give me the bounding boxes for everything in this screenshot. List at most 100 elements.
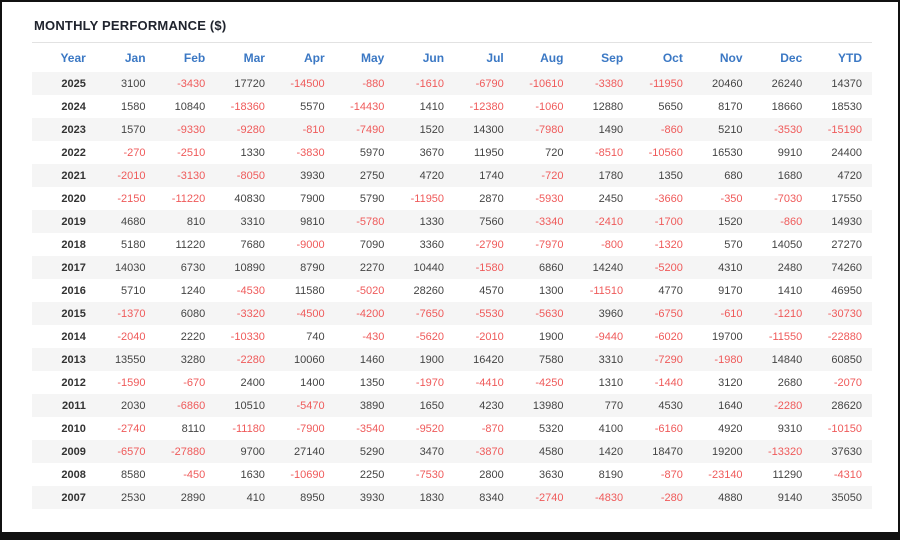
year-cell: 2008 (61, 469, 86, 481)
value-cell: 7580 (538, 354, 564, 366)
header-row: Year Jan Feb Mar Apr May Jun Jul Aug Sep Oct Nov Dec… (32, 44, 872, 72)
ytd-cell: -4310 (833, 469, 862, 481)
value-cell: 11580 (294, 285, 325, 297)
value-cell: -870 (481, 423, 504, 435)
value-cell: -5530 (475, 308, 504, 320)
value-cell: 16420 (473, 354, 504, 366)
value-cell: 680 (724, 170, 743, 182)
table-row: 2014 -2040 2220 -10330 740 -430 -5620 -2010 1900… (32, 325, 872, 348)
value-cell: 1830 (419, 492, 445, 504)
year-cell: 2009 (61, 446, 86, 458)
value-cell: 2870 (479, 193, 504, 205)
value-cell: -1370 (117, 308, 146, 320)
value-cell: 14300 (473, 124, 504, 136)
value-cell: 27140 (294, 446, 325, 458)
year-cell: 2016 (61, 285, 86, 297)
value-cell: 4570 (479, 285, 504, 297)
value-cell: -2410 (595, 216, 624, 228)
value-cell: 570 (724, 239, 743, 251)
ytd-cell: 27270 (831, 239, 862, 251)
value-cell: -11510 (589, 285, 624, 297)
value-cell: 2400 (240, 377, 265, 389)
table-row: 2015 -1370 6080 -3320 -4500 -4200 -7650 -5530 -5… (32, 302, 872, 325)
value-cell: -10330 (230, 331, 265, 343)
year-cell: 2013 (61, 354, 86, 366)
value-cell: 3470 (419, 446, 445, 458)
ytd-cell: 74260 (831, 262, 862, 274)
value-cell: -860 (660, 124, 683, 136)
value-cell: 14050 (771, 239, 803, 251)
table-row: 2024 1580 10840 -18360 5570 -14430 1410 -12380 -… (32, 95, 872, 118)
value-cell: -3130 (177, 170, 206, 182)
value-cell: 9170 (718, 285, 743, 297)
value-cell: 1350 (359, 377, 385, 389)
year-cell: 2014 (61, 331, 86, 343)
value-cell: -7650 (415, 308, 445, 320)
value-cell: 1580 (121, 101, 146, 113)
ytd-cell: -2070 (833, 377, 862, 389)
column-header-dec: Dec (780, 51, 803, 65)
value-cell: -2510 (177, 147, 206, 159)
year-cell: 2011 (61, 400, 86, 412)
value-cell: -5930 (535, 193, 564, 205)
value-cell: -430 (362, 331, 385, 343)
value-cell: 5320 (538, 423, 564, 435)
value-cell: -1700 (654, 216, 683, 228)
monthly-performance-panel: MONTHLY PERFORMANCE ($) Year Jan Feb Mar Apr… (2, 2, 898, 509)
value-cell: 10060 (294, 354, 325, 366)
value-cell: 14240 (592, 262, 624, 274)
year-cell: 2021 (61, 170, 86, 182)
value-cell: 8170 (718, 101, 743, 113)
value-cell: 20460 (711, 78, 743, 90)
table-row: 2022 -270 -2510 1330 -3830 5970 3670 11950 720 -8… (32, 141, 872, 164)
value-cell: -870 (660, 469, 683, 481)
value-cell: 3310 (598, 354, 624, 366)
year-cell: 2024 (61, 101, 86, 113)
value-cell: -6860 (177, 400, 206, 412)
value-cell: -2010 (475, 331, 504, 343)
value-cell: 5570 (300, 101, 325, 113)
value-cell: 810 (186, 216, 206, 228)
value-cell: 4920 (718, 423, 743, 435)
value-cell: -23140 (708, 469, 743, 481)
value-cell: 26240 (771, 78, 803, 90)
value-cell: -7290 (654, 354, 683, 366)
value-cell: 2530 (121, 492, 146, 504)
value-cell: 1640 (718, 400, 743, 412)
column-header-year: Year (60, 51, 86, 65)
value-cell: 3670 (419, 147, 445, 159)
value-cell: 1420 (598, 446, 624, 458)
value-cell: -10560 (648, 147, 683, 159)
value-cell: -3530 (774, 124, 803, 136)
value-cell: -1210 (774, 308, 803, 320)
value-cell: -1980 (714, 354, 743, 366)
table-row: 2009 -6570 -27880 9700 27140 5290 3470 -3870 458… (32, 440, 872, 463)
value-cell: -7900 (296, 423, 325, 435)
value-cell: -5620 (415, 331, 445, 343)
ytd-cell: 35050 (831, 492, 862, 504)
table-row: 2010 -2740 8110 -11180 -7900 -3540 -9520 -870 53… (32, 417, 872, 440)
value-cell: 3100 (121, 78, 146, 90)
value-cell: -800 (601, 239, 624, 251)
value-cell: 17720 (234, 78, 265, 90)
value-cell: -270 (123, 147, 146, 159)
value-cell: -350 (720, 193, 743, 205)
value-cell: 2030 (121, 400, 146, 412)
value-cell: -5200 (654, 262, 683, 274)
value-cell: -3660 (654, 193, 683, 205)
value-cell: -670 (183, 377, 206, 389)
value-cell: -7030 (774, 193, 803, 205)
table-row: 2017 14030 6730 10890 8790 2270 10440 -1580 6860… (32, 256, 872, 279)
value-cell: -6160 (654, 423, 683, 435)
value-cell: -2280 (774, 400, 803, 412)
value-cell: -9000 (296, 239, 325, 251)
value-cell: 5710 (121, 285, 146, 297)
table-row: 2012 -1590 -670 2400 1400 1350 -1970 -4410 -4250… (32, 371, 872, 394)
value-cell: -2150 (117, 193, 146, 205)
year-cell: 2012 (61, 377, 86, 389)
value-cell: 2480 (777, 262, 803, 274)
ytd-cell: 14930 (831, 216, 862, 228)
value-cell: 8790 (300, 262, 325, 274)
value-cell: -4250 (535, 377, 564, 389)
value-cell: 4720 (419, 170, 445, 182)
